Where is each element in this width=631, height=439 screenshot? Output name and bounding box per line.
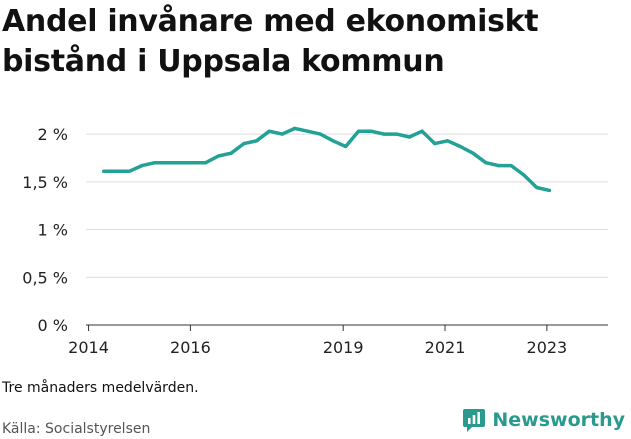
data-point [522, 173, 526, 177]
chart-note: Tre månaders medelvärden. [2, 380, 199, 396]
data-point [204, 161, 208, 165]
data-point [305, 129, 310, 133]
data-point [547, 188, 552, 192]
data-point [382, 132, 386, 136]
chart-title: Andel invånare med ekonomiskt bistånd i … [2, 4, 539, 79]
data-point [255, 139, 259, 143]
brand-name: Newsworthy [492, 409, 625, 431]
newsworthy-logo-icon [463, 409, 486, 432]
x-tick-label: 2016 [170, 338, 211, 357]
data-point [331, 139, 335, 143]
data-point [369, 129, 373, 133]
series-layer [102, 126, 552, 193]
x-tick-label: 2014 [68, 338, 109, 357]
y-tick-label: 0 % [38, 316, 68, 335]
x-axis [86, 324, 608, 331]
data-point [242, 142, 246, 146]
data-point [471, 151, 475, 155]
data-point [344, 144, 348, 149]
series-line [102, 126, 552, 193]
data-point [458, 144, 462, 149]
data-point [446, 139, 450, 143]
y-tick-label: 1,5 % [22, 173, 68, 192]
data-point [484, 161, 488, 165]
data-point [407, 135, 411, 139]
tick-labels: 0 % 0,5 % 1 % 1,5 % 2 % 2014 2016 2019 2021 2023 [22, 125, 567, 357]
data-point [127, 169, 131, 173]
data-point [433, 142, 437, 146]
gridlines [86, 133, 608, 278]
data-point [267, 129, 271, 133]
data-point [293, 126, 297, 130]
data-point [356, 129, 361, 133]
data-point [509, 164, 513, 168]
x-tick-label: 2019 [323, 338, 364, 357]
data-point [102, 169, 106, 173]
data-point [395, 132, 399, 136]
data-point [191, 161, 195, 165]
data-point [140, 164, 144, 168]
y-tick-label: 0,5 % [22, 268, 68, 287]
x-tick-label: 2023 [527, 338, 568, 357]
data-point [178, 161, 182, 165]
data-point [115, 169, 119, 173]
y-tick-label: 2 % [38, 125, 68, 144]
brand-logo[interactable]: Newsworthy [462, 407, 625, 433]
data-point [318, 132, 322, 136]
data-point [535, 185, 539, 190]
x-tick-label: 2021 [425, 338, 466, 357]
data-point [165, 161, 170, 165]
data-point [420, 129, 424, 133]
data-point [216, 154, 220, 158]
data-point [280, 132, 284, 136]
data-point [153, 161, 157, 165]
y-tick-label: 1 % [38, 221, 68, 240]
data-point [229, 151, 233, 155]
data-point [496, 164, 501, 168]
source-credit: Källa: Socialstyrelsen [2, 421, 151, 437]
